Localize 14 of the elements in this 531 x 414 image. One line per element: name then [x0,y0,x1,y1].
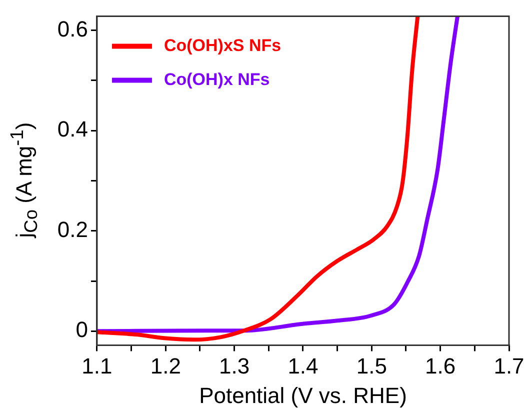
legend-label: Co(OH)x NFs [164,70,270,89]
y-tick-label: 0.6 [57,16,88,42]
x-tick-label: 1.2 [150,353,181,378]
y-tick-label: 0.2 [57,216,88,242]
x-tick-label: 1.4 [288,353,318,378]
x-tick-label: 1.6 [425,353,456,378]
x-axis-title: Potential (V vs. RHE) [199,382,407,408]
x-tick-label: 1.1 [82,353,112,378]
x-tick-label: 1.3 [219,353,250,378]
y-tick-label: 0 [76,317,88,342]
x-tick-label: 1.7 [494,353,524,378]
y-tick-label: 0.4 [57,116,88,142]
legend-label: Co(OH)xS NFs [164,36,282,55]
x-tick-label: 1.5 [356,353,387,378]
